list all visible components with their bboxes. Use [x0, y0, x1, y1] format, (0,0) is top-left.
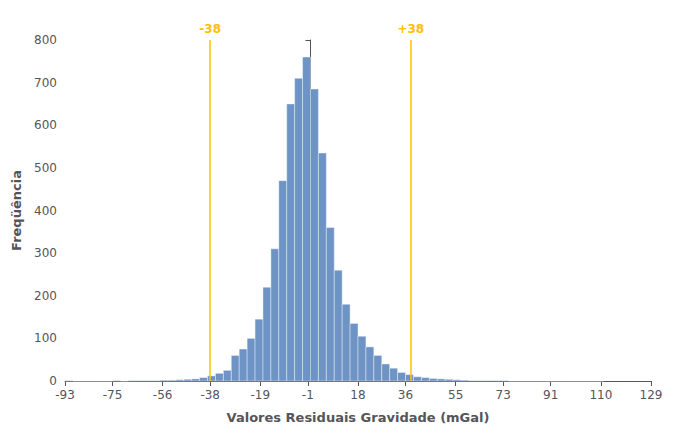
svg-text:-19: -19: [251, 388, 271, 402]
svg-text:-93: -93: [55, 388, 75, 402]
svg-text:700: 700: [34, 76, 57, 90]
svg-text:100: 100: [34, 331, 57, 345]
svg-text:91: 91: [543, 388, 558, 402]
svg-text:36: 36: [398, 388, 413, 402]
svg-text:-38: -38: [200, 388, 220, 402]
svg-text:18: 18: [350, 388, 365, 402]
svg-text:600: 600: [34, 118, 57, 132]
svg-text:-56: -56: [153, 388, 173, 402]
svg-text:110: 110: [589, 388, 612, 402]
svg-text:-38: -38: [199, 22, 221, 36]
svg-text:500: 500: [34, 161, 57, 175]
svg-text:200: 200: [34, 289, 57, 303]
svg-text:+38: +38: [397, 22, 424, 36]
svg-text:400: 400: [34, 204, 57, 218]
svg-text:129: 129: [640, 388, 663, 402]
svg-text:0: 0: [49, 374, 57, 388]
svg-text:73: 73: [496, 388, 511, 402]
svg-text:800: 800: [34, 33, 57, 47]
svg-text:55: 55: [448, 388, 463, 402]
svg-text:Valores Residuais Gravidade (m: Valores Residuais Gravidade (mGal): [227, 410, 490, 425]
svg-text:Freqüência: Freqüência: [9, 170, 24, 251]
svg-text:300: 300: [34, 246, 57, 260]
svg-text:-1: -1: [302, 388, 314, 402]
svg-text:-75: -75: [103, 388, 123, 402]
